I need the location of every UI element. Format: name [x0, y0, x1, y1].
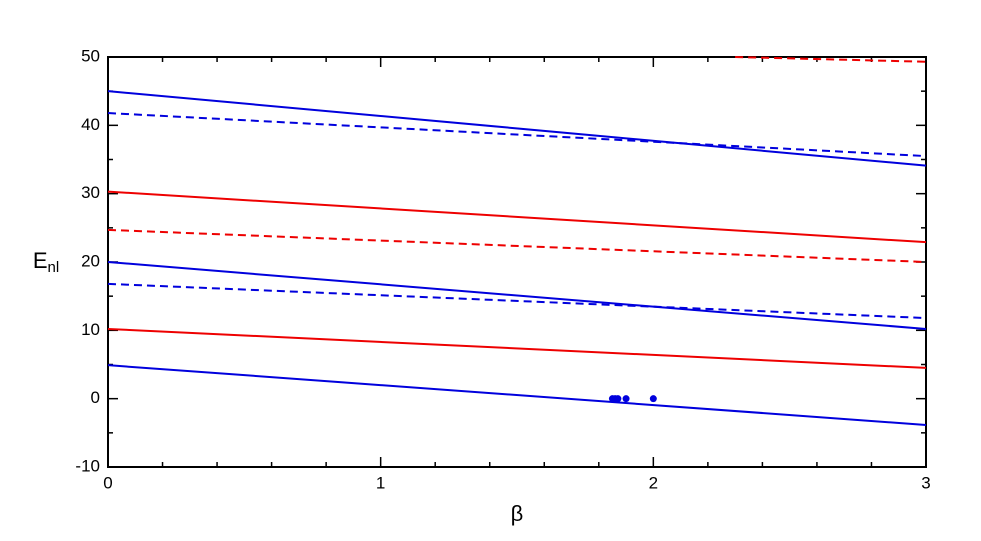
y-tick-label: 20 — [81, 251, 100, 270]
y-tick-label: -10 — [75, 456, 100, 475]
series-line — [107, 282, 927, 320]
y-tick-label: 30 — [81, 183, 100, 202]
series-line — [107, 364, 927, 426]
x-tick-label: 2 — [649, 473, 658, 492]
x-axis-label: β — [511, 501, 524, 526]
y-tick-label: 10 — [81, 320, 100, 339]
y-tick-label: 40 — [81, 115, 100, 134]
data-point — [649, 395, 657, 403]
y-axis-label-sub: nl — [48, 259, 60, 276]
x-tick-label: 1 — [376, 473, 385, 492]
data-point — [614, 395, 622, 403]
series-line — [107, 190, 927, 244]
x-tick-label: 3 — [921, 473, 930, 492]
y-tick-label: 50 — [81, 46, 100, 65]
series-line — [735, 56, 927, 63]
data-point — [622, 395, 630, 403]
series-line — [107, 112, 927, 158]
x-tick-label: 0 — [103, 473, 112, 492]
series-line — [107, 327, 927, 369]
series-line — [107, 228, 927, 263]
y-axis-label: Enl — [33, 248, 59, 276]
y-axis-label-main: E — [33, 248, 48, 273]
series-line — [107, 90, 927, 167]
series-line — [107, 261, 927, 330]
y-tick-label: 0 — [91, 388, 100, 407]
